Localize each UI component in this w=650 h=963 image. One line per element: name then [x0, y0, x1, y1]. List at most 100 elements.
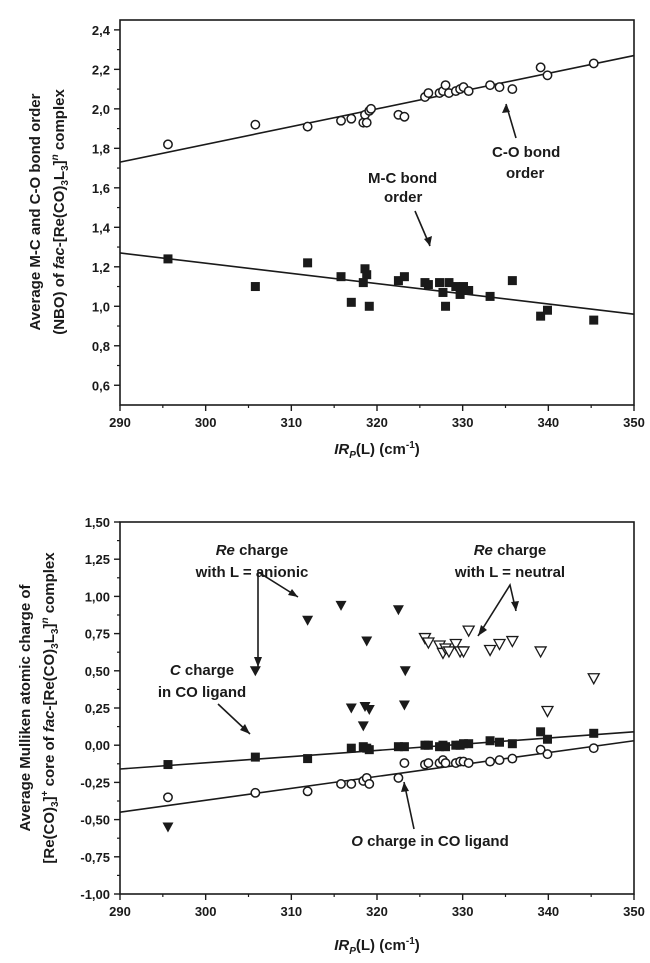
- data-point-filled-square: [536, 311, 546, 321]
- data-point-filled-square: [360, 264, 370, 274]
- data-point-filled-square: [441, 742, 451, 752]
- data-point-open-circle: [588, 58, 599, 69]
- y-axis-title-2-line1: Average Mulliken atomic charge of: [17, 583, 34, 831]
- data-point-open-triangle: [534, 646, 548, 659]
- c-charge-annotation: C charge in CO ligand: [158, 662, 251, 735]
- data-point-open-circle: [507, 84, 518, 95]
- data-point-open-triangle: [483, 644, 497, 657]
- data-point-filled-square: [451, 282, 461, 292]
- y-axis-title-line1: Average M-C and C-O bond order: [27, 93, 44, 330]
- data-point-open-circle: [399, 758, 410, 769]
- data-point-open-circle: [302, 786, 313, 797]
- data-point-open-triangle: [505, 635, 519, 648]
- data-point-open-triangle: [456, 646, 471, 659]
- y-axis-title-2: Average Mulliken atomic charge of [Re(CO…: [17, 552, 61, 864]
- data-point-filled-triangle: [162, 822, 174, 833]
- data-point-filled-triangle: [398, 700, 410, 711]
- data-point-open-circle: [494, 82, 505, 93]
- x-tick-label: 350: [623, 904, 645, 919]
- data-point-filled-square: [438, 287, 448, 297]
- data-point-open-circle: [364, 778, 375, 789]
- x-tick-label: 300: [195, 904, 217, 919]
- charge-chart: 290 300 310 320 330 340 350 -1,00 -0,75 -0,50 -0,…: [17, 515, 645, 957]
- data-point-open-circle: [588, 743, 599, 754]
- y-axis-title: Average M-C and C-O bond order (NBO) of …: [27, 89, 71, 335]
- data-point-filled-square: [250, 752, 260, 762]
- data-point-open-triangle: [587, 673, 601, 686]
- data-point-filled-square: [507, 739, 517, 749]
- y-tick-label: 1,6: [92, 181, 110, 196]
- data-point-filled-square: [589, 728, 599, 738]
- data-point-open-circle: [393, 772, 404, 783]
- co-bond-order-annotation: C-O bond order: [492, 103, 560, 182]
- y-tick-label: 1,00: [85, 589, 110, 604]
- re-anionic-arrowhead-2: [288, 589, 298, 597]
- x-tick-label: 310: [280, 415, 302, 430]
- data-point-filled-square: [303, 258, 313, 268]
- data-point-open-triangle: [540, 705, 555, 718]
- data-point-open-circle: [423, 88, 434, 99]
- mc-annotation-arrowhead: [424, 236, 432, 246]
- y-tick-label: 1,4: [92, 220, 111, 235]
- re-anionic-line1: Re charge: [216, 542, 289, 559]
- x-tick-label: 300: [195, 415, 217, 430]
- data-point-filled-square: [435, 278, 445, 288]
- c-charge-line2: in CO ligand: [158, 684, 246, 701]
- data-point-open-circle: [463, 758, 474, 769]
- data-point-filled-square: [163, 760, 173, 770]
- data-point-filled-square: [362, 270, 372, 280]
- x-axis-title: IRP(L) (cm-1): [334, 440, 420, 461]
- data-point-filled-square: [464, 739, 474, 749]
- data-point-filled-triangle: [345, 703, 357, 714]
- data-point-filled-square: [455, 289, 465, 299]
- data-point-filled-triangle: [357, 721, 369, 732]
- o-charge-annotation: O charge in CO ligand: [351, 781, 509, 850]
- y-tick-label: 0,75: [85, 627, 110, 642]
- data-point-filled-square: [399, 742, 409, 752]
- o-charge-arrowhead: [401, 782, 409, 792]
- mc-annotation-line2: order: [384, 189, 423, 206]
- data-point-open-circle: [485, 80, 496, 91]
- data-point-open-circle: [163, 139, 173, 150]
- data-point-filled-square: [542, 305, 552, 315]
- data-point-open-circle: [302, 121, 313, 132]
- y-tick-label: 1,2: [92, 260, 110, 275]
- data-point-filled-square: [346, 743, 356, 753]
- data-point-filled-square: [346, 297, 356, 307]
- data-point-filled-square: [536, 727, 546, 737]
- re-anionic-annotation: Re charge with L = anionic: [195, 542, 308, 667]
- y-tick-label: 1,8: [92, 141, 110, 156]
- data-point-open-triangle: [449, 638, 463, 651]
- data-point-filled-triangle: [392, 605, 404, 616]
- data-point-filled-triangle: [399, 666, 411, 677]
- data-point-filled-square: [393, 742, 403, 752]
- data-point-filled-square: [485, 736, 495, 746]
- data-point-filled-square: [507, 276, 517, 286]
- data-point-open-circle: [361, 117, 372, 128]
- data-point-open-triangle: [462, 625, 476, 638]
- data-point-filled-square: [336, 272, 346, 282]
- data-point-open-circle: [463, 86, 474, 97]
- data-point-open-circle: [440, 758, 451, 769]
- x-tick-label: 330: [452, 904, 474, 919]
- y-tick-label: 0,6: [92, 378, 110, 393]
- mc-annotation-line1: M-C bond: [368, 170, 437, 187]
- x-tick-label: 330: [452, 415, 474, 430]
- y-tick-label: 0,25: [85, 701, 110, 716]
- data-point-open-circle: [366, 103, 376, 114]
- data-point-open-circle: [494, 755, 505, 766]
- data-point-open-circle: [507, 753, 518, 764]
- re-anionic-arrowhead-1: [254, 657, 262, 667]
- data-point-filled-square: [464, 285, 474, 295]
- co-annotation-arrowhead: [502, 104, 510, 113]
- data-point-filled-triangle: [302, 615, 314, 626]
- data-point-filled-square: [163, 254, 173, 264]
- x-tick-label: 350: [623, 415, 645, 430]
- mc-bond-order-annotation: M-C bond order: [368, 170, 437, 247]
- x-axis-title-2: IRP(L) (cm-1): [334, 936, 420, 957]
- data-point-open-circle: [250, 787, 261, 798]
- y-tick-label: 2,0: [92, 102, 110, 117]
- x-tick-label: 320: [366, 415, 388, 430]
- data-point-open-triangle: [442, 646, 456, 659]
